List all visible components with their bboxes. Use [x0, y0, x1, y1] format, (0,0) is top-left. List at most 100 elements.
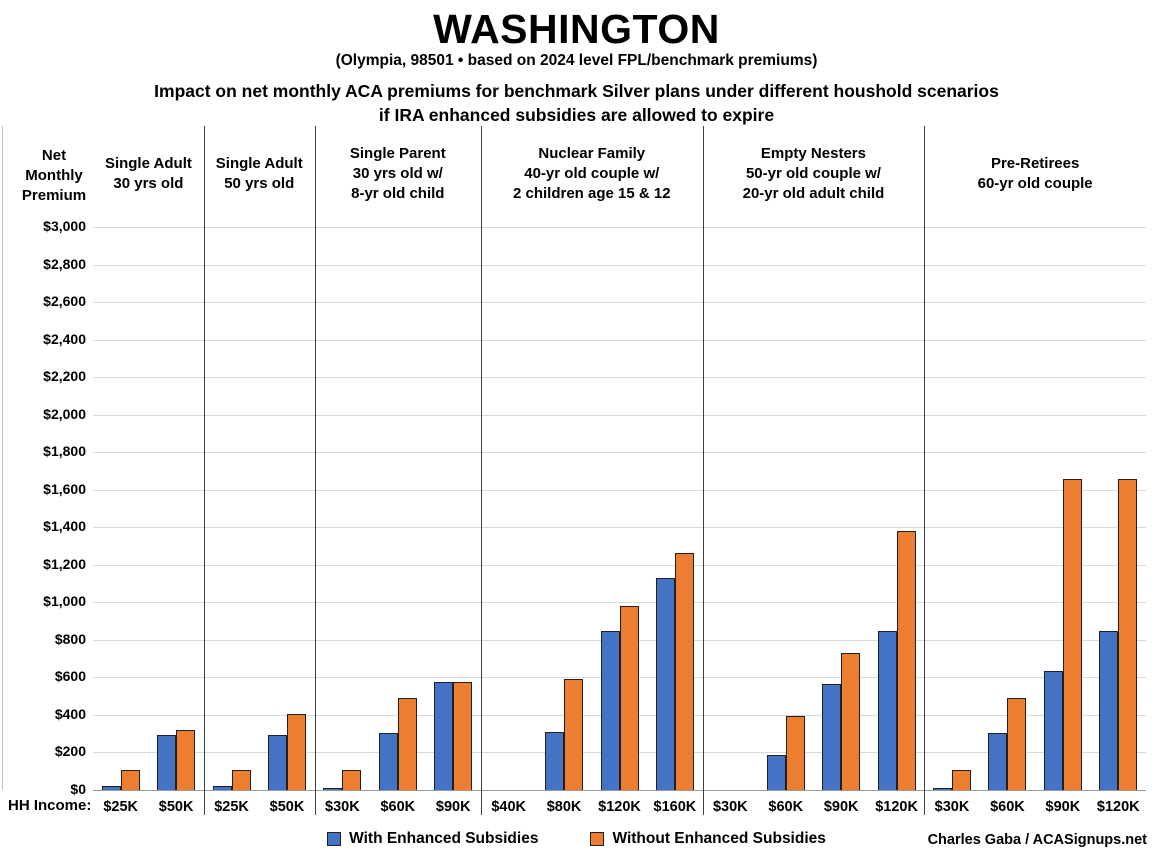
- bar-with-enhanced-subsidies: [323, 788, 343, 790]
- x-axis-label: $120K: [1096, 799, 1140, 815]
- bar-with-enhanced-subsidies: [877, 631, 897, 790]
- bar-without-enhanced-subsidies: [453, 682, 473, 790]
- y-axis-tick-label: $2,200: [43, 368, 86, 385]
- y-axis-tick-label: $400: [54, 705, 86, 722]
- bar-without-enhanced-subsidies: [120, 770, 140, 790]
- scenario-header: Nuclear Family 40-yr old couple w/ 2 chi…: [512, 145, 671, 202]
- chart-description-line2: if IRA enhanced subsidies are allowed to…: [378, 105, 775, 125]
- gridline: [93, 564, 1146, 566]
- bar-without-enhanced-subsidies: [1118, 479, 1138, 790]
- x-axis-label: $90K: [1045, 799, 1081, 815]
- scenario-header: Empty Nesters 50-yr old couple w/ 20-yr …: [742, 145, 885, 202]
- bar-without-enhanced-subsidies: [397, 698, 417, 790]
- bar-with-enhanced-subsidies: [267, 734, 287, 790]
- y-axis-tick-label: $2,400: [43, 330, 86, 347]
- legend-item-with-enhanced: With Enhanced Subsidies: [327, 830, 538, 848]
- gridline: [93, 790, 1146, 791]
- x-axis-label: $120K: [875, 799, 918, 815]
- y-axis-tick-label: $3,000: [43, 218, 86, 234]
- scenario-header: Single Adult 50 yrs old: [215, 155, 303, 192]
- gridline: [93, 489, 1146, 491]
- bar-with-enhanced-subsidies: [157, 734, 177, 790]
- bar-without-enhanced-subsidies: [1062, 479, 1082, 790]
- bar-with-enhanced-subsidies: [600, 631, 620, 790]
- y-axis-tick-label: $1,200: [43, 555, 86, 572]
- gridline: [93, 414, 1146, 416]
- group-separator: [702, 126, 704, 815]
- bar-without-enhanced-subsidies: [342, 770, 362, 790]
- x-axis-label: $90K: [435, 799, 471, 815]
- x-axis-label: $30K: [934, 799, 970, 815]
- x-axis-title: HH Income:: [8, 797, 92, 814]
- page-title: WASHINGTON: [433, 6, 720, 52]
- credit-text: Charles Gaba / ACASignups.net: [927, 832, 1147, 848]
- group-separator: [314, 126, 316, 815]
- x-axis-label: $80K: [546, 799, 582, 815]
- x-axis-label: $60K: [768, 799, 804, 815]
- y-axis-title: Net Monthly Premium: [21, 147, 87, 204]
- y-axis-tick-label: $600: [54, 668, 86, 685]
- bar-with-enhanced-subsidies: [434, 682, 454, 790]
- x-axis-label: $50K: [269, 799, 305, 815]
- x-axis-label: $30K: [325, 799, 360, 815]
- y-axis-tick-label: $1,600: [43, 480, 86, 497]
- bar-without-enhanced-subsidies: [1007, 698, 1027, 790]
- x-axis-label: $40K: [491, 799, 526, 815]
- page-subtitle: (Olympia, 98501 • based on 2024 level FP…: [335, 52, 818, 69]
- x-axis-label: $50K: [158, 799, 194, 815]
- x-axis-label: $25K: [214, 799, 249, 815]
- x-axis-label: $90K: [823, 799, 859, 815]
- chart-description-line1: Impact on net monthly ACA premiums for b…: [154, 81, 999, 101]
- group-separator: [924, 126, 926, 815]
- bar-without-enhanced-subsidies: [176, 729, 196, 790]
- bar-with-enhanced-subsidies: [933, 788, 953, 790]
- gridline: [93, 339, 1146, 341]
- scenario-header: Single Adult 30 yrs old: [104, 155, 192, 192]
- y-axis-tick-label: $0: [70, 781, 86, 797]
- legend-label-without-enhanced: Without Enhanced Subsidies: [612, 830, 826, 847]
- y-axis-tick-label: $1,800: [43, 443, 86, 460]
- gridline: [93, 527, 1146, 529]
- x-axis-label: $30K: [712, 799, 748, 815]
- gridline: [93, 227, 1146, 228]
- legend-swatch-with-enhanced-icon: [327, 832, 342, 846]
- y-axis-tick-label: $1,400: [43, 518, 86, 535]
- group-separator: [480, 126, 482, 815]
- gridline: [93, 302, 1146, 304]
- scenario-header: Single Parent 30 yrs old w/ 8-yr old chi…: [349, 145, 446, 202]
- bar-without-enhanced-subsidies: [674, 552, 694, 790]
- gridline: [93, 602, 1146, 604]
- group-separator: [203, 126, 205, 815]
- x-axis-label: $60K: [990, 799, 1025, 815]
- y-axis-tick-label: $800: [54, 630, 86, 647]
- chart-left-border: [2, 126, 3, 790]
- bar-without-enhanced-subsidies: [952, 770, 972, 790]
- bar-without-enhanced-subsidies: [564, 679, 584, 790]
- bar-without-enhanced-subsidies: [619, 606, 639, 790]
- y-axis-tick-label: $2,800: [43, 255, 86, 272]
- y-axis-tick-label: $1,000: [43, 593, 86, 610]
- y-axis-tick-label: $2,000: [43, 405, 86, 422]
- bar-with-enhanced-subsidies: [988, 732, 1008, 790]
- bar-without-enhanced-subsidies: [785, 715, 805, 790]
- bar-with-enhanced-subsidies: [378, 732, 398, 790]
- bar-without-enhanced-subsidies: [896, 531, 916, 790]
- y-axis-tick-label: $200: [54, 743, 86, 760]
- bar-without-enhanced-subsidies: [231, 770, 251, 790]
- gridline: [93, 264, 1146, 266]
- bar-with-enhanced-subsidies: [822, 683, 842, 790]
- bar-with-enhanced-subsidies: [766, 755, 786, 790]
- x-axis-label: $160K: [653, 799, 697, 815]
- legend-item-without-enhanced: Without Enhanced Subsidies: [590, 830, 826, 848]
- bar-with-enhanced-subsidies: [212, 786, 232, 790]
- x-axis-label: $25K: [103, 799, 139, 815]
- gridline: [93, 452, 1146, 454]
- bar-without-enhanced-subsidies: [841, 653, 861, 790]
- x-axis-label: $120K: [598, 799, 641, 815]
- y-axis-tick-label: $2,600: [43, 293, 86, 310]
- bar-with-enhanced-subsidies: [1043, 670, 1063, 790]
- bar-with-enhanced-subsidies: [1099, 631, 1119, 790]
- bar-without-enhanced-subsidies: [286, 713, 306, 790]
- legend-swatch-without-enhanced-icon: [590, 832, 605, 846]
